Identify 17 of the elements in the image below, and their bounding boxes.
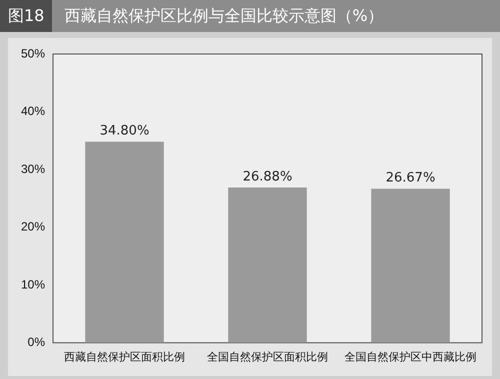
x-tick-label: 全国自然保护区面积比例 [207, 350, 328, 364]
bar [85, 142, 164, 343]
y-tick-label: 20% [20, 220, 46, 234]
y-tick-label: 30% [20, 162, 46, 176]
data-label: 26.88% [242, 169, 292, 184]
data-label: 34.80% [100, 124, 150, 139]
bar [228, 188, 307, 343]
y-tick-label: 50% [20, 46, 46, 60]
chart-title: 西藏自然保护区比例与全国比较示意图（%） [63, 6, 384, 26]
data-label: 26.67% [386, 170, 436, 186]
y-tick-label: 40% [20, 104, 46, 118]
y-tick-label: 10% [20, 277, 46, 292]
x-tick-label: 西藏自然保护区面积比例 [64, 350, 186, 364]
caption: 图18 [0, 0, 52, 32]
x-tick-label: 全国自然保护区中西藏比例 [344, 350, 477, 364]
bar [371, 188, 450, 343]
y-tick-label: 0% [28, 335, 46, 350]
